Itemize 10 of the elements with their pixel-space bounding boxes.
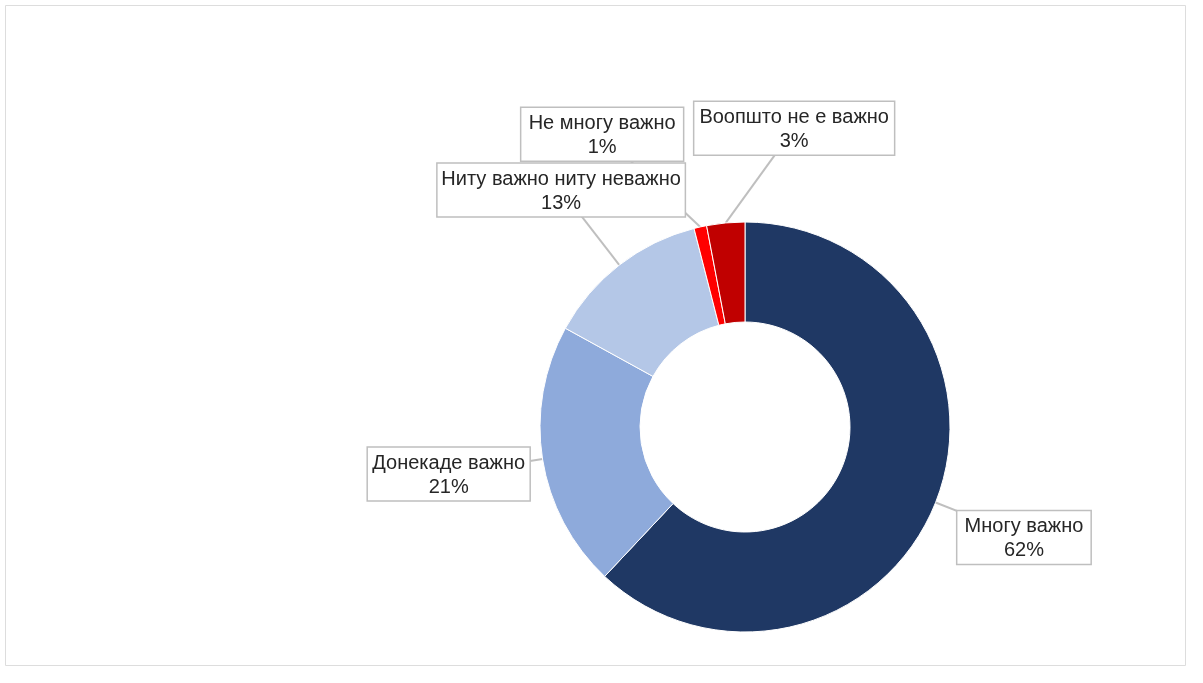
data-label: 1% bbox=[587, 135, 617, 158]
data-label: 62% bbox=[1003, 538, 1045, 561]
data-label: 13% bbox=[541, 190, 582, 213]
data-label: 21% bbox=[428, 474, 469, 497]
slice-label: Воопшто не е важно bbox=[699, 105, 889, 128]
slice-label: Ниту важно ниту неважно bbox=[441, 166, 681, 189]
data-label: 3% bbox=[779, 129, 809, 152]
slice-label: Многу важно bbox=[964, 514, 1084, 537]
slice-label: Не многу важно bbox=[528, 111, 676, 134]
slice-label: Донекаде важно bbox=[372, 450, 526, 473]
